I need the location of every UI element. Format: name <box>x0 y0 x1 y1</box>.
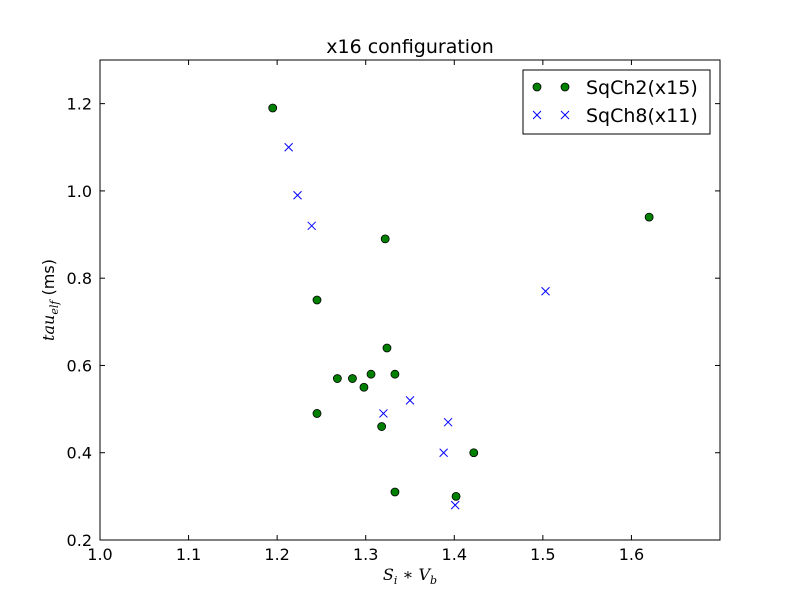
y-tick-label: 0.2 <box>67 531 92 550</box>
y-tick-label: 0.4 <box>67 444 92 463</box>
data-point-series-1 <box>439 448 449 458</box>
legend-label: SqCh8(x11) <box>586 105 698 127</box>
plot-area <box>99 59 721 541</box>
axis-tick-labels: 1.0 1.1 1.2 1.3 1.4 1.5 1.6 0.2 0.4 0.6 0.8 1.0 1.2 <box>67 95 645 564</box>
data-point-series-0 <box>312 295 322 305</box>
data-point-series-0 <box>332 374 342 383</box>
y-tick-label: 0.8 <box>67 269 92 288</box>
axis-ticks <box>99 60 720 541</box>
legend-marker-0 <box>560 82 570 92</box>
x-tick-label: 1.1 <box>176 545 201 564</box>
data-point-series-0 <box>366 369 376 379</box>
data-point-series-0 <box>469 448 479 458</box>
data-point-series-0 <box>268 103 278 113</box>
legend-box <box>522 69 711 135</box>
data-point-series-1 <box>443 417 453 427</box>
x-tick-label: 1.4 <box>442 545 467 564</box>
x-tick-label: 1.5 <box>530 545 555 564</box>
data-point-series-1 <box>450 500 460 510</box>
legend-marker-1 <box>560 110 570 120</box>
data-point-series-1 <box>293 190 302 200</box>
chart-title: x16 configuration <box>326 36 494 58</box>
data-point-series-0 <box>312 409 322 418</box>
y-tick-label: 1.0 <box>67 182 92 201</box>
data-point-series-0 <box>390 369 400 379</box>
data-points <box>268 103 654 510</box>
x-tick-label: 1.3 <box>353 545 378 564</box>
legend-marker-0 <box>532 82 542 92</box>
data-point-series-1 <box>541 286 550 296</box>
data-point-series-0 <box>382 343 392 353</box>
legend: SqCh2(x15) SqCh8(x11) <box>522 69 711 135</box>
data-point-series-0 <box>644 212 654 222</box>
data-point-series-1 <box>284 142 294 152</box>
legend-marker-1 <box>532 110 542 120</box>
x-axis-label: Si ∗ Vb <box>383 565 437 587</box>
x-tick-label: 1.6 <box>619 545 644 564</box>
y-axis-label: tauelf (ms) <box>39 259 61 341</box>
data-point-series-1 <box>405 396 415 405</box>
y-tick-label: 0.6 <box>67 356 92 375</box>
data-point-series-0 <box>359 382 369 392</box>
data-point-series-0 <box>348 374 357 383</box>
data-point-series-1 <box>379 409 388 418</box>
legend-label: SqCh2(x15) <box>586 77 698 99</box>
data-point-series-0 <box>377 422 387 431</box>
data-point-series-0 <box>451 491 461 501</box>
data-point-series-0 <box>380 234 390 244</box>
y-tick-label: 1.2 <box>67 95 92 114</box>
data-point-series-1 <box>307 221 317 231</box>
x-tick-label: 1.0 <box>87 545 112 564</box>
x-tick-label: 1.2 <box>264 545 289 564</box>
data-point-series-0 <box>390 487 400 497</box>
